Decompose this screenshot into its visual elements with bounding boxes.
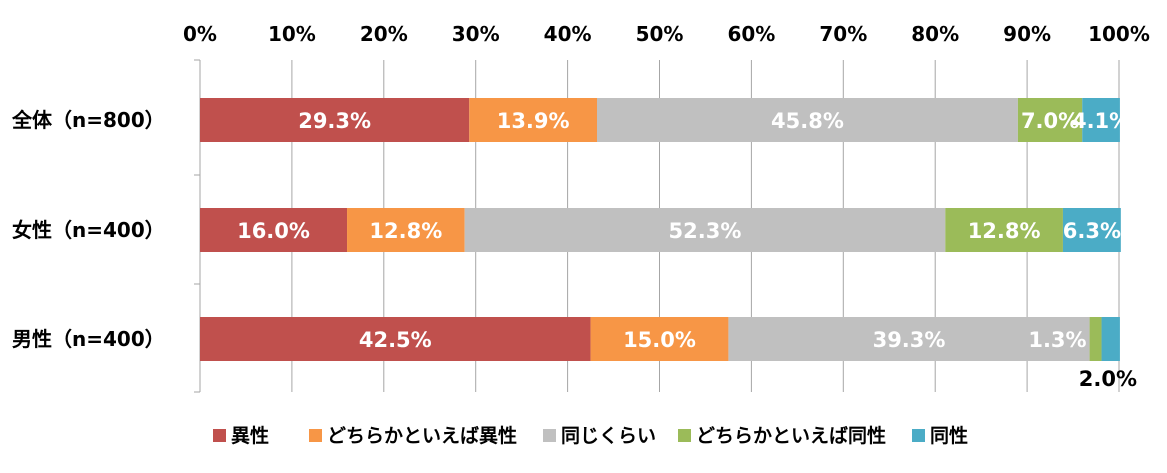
category-label: 全体（n=800）	[11, 108, 165, 132]
legend-label: どちらかといえば異性	[327, 424, 517, 447]
legend-swatch	[678, 429, 691, 442]
data-label: 2.0%	[1079, 367, 1137, 391]
data-label: 39.3%	[873, 328, 946, 352]
bar-segment	[1062, 208, 1121, 252]
x-tick-label: 20%	[360, 22, 408, 46]
data-label: 4.1%	[1072, 109, 1130, 133]
bar-segment	[590, 317, 729, 361]
legend-swatch	[213, 429, 226, 442]
data-label: 12.8%	[968, 219, 1041, 243]
bar-segment	[469, 98, 598, 142]
bar-segment	[347, 208, 465, 252]
data-label: 45.8%	[771, 109, 844, 133]
category-label: 女性（n=400）	[12, 218, 165, 242]
bar-segment	[1089, 317, 1102, 361]
legend-swatch	[309, 429, 322, 442]
x-tick-label: 80%	[911, 22, 959, 46]
x-tick-label: 50%	[636, 22, 684, 46]
data-label: 12.8%	[369, 219, 442, 243]
x-tick-label: 60%	[727, 22, 775, 46]
data-label: 16.0%	[237, 219, 310, 243]
bar-segment	[1101, 317, 1120, 361]
bar-segment	[464, 208, 946, 252]
data-label: 7.0%	[1021, 109, 1079, 133]
category-label: 男性（n=400）	[12, 327, 165, 351]
bar-segment	[1082, 98, 1120, 142]
bar-segment	[200, 98, 470, 142]
data-label: 1.3%	[1028, 328, 1086, 352]
data-label: 52.3%	[669, 219, 742, 243]
x-tick-label: 10%	[268, 22, 316, 46]
legend-label: 同性	[930, 424, 968, 447]
legend-label: 異性	[231, 424, 269, 447]
x-tick-label: 90%	[1003, 22, 1051, 46]
x-tick-label: 40%	[544, 22, 592, 46]
x-tick-label: 70%	[819, 22, 867, 46]
legend-label: 同じくらい	[561, 425, 656, 447]
data-label: 13.9%	[497, 109, 570, 133]
bar-segment	[200, 317, 591, 361]
x-tick-label: 30%	[452, 22, 500, 46]
bar-segment	[728, 317, 1090, 361]
bar-segment	[200, 208, 348, 252]
data-label: 42.5%	[359, 328, 432, 352]
bar-segment	[597, 98, 1018, 142]
x-tick-label: 100%	[1088, 22, 1150, 46]
bar-segment	[945, 208, 1063, 252]
legend-swatch	[912, 429, 925, 442]
bar-segment	[1017, 98, 1083, 142]
legend-swatch	[543, 429, 556, 442]
legend-label: どちらかといえば同性	[696, 424, 886, 447]
data-label: 15.0%	[623, 328, 696, 352]
x-tick-label: 0%	[183, 22, 217, 46]
data-label: 6.3%	[1063, 219, 1121, 243]
data-label: 29.3%	[298, 109, 371, 133]
